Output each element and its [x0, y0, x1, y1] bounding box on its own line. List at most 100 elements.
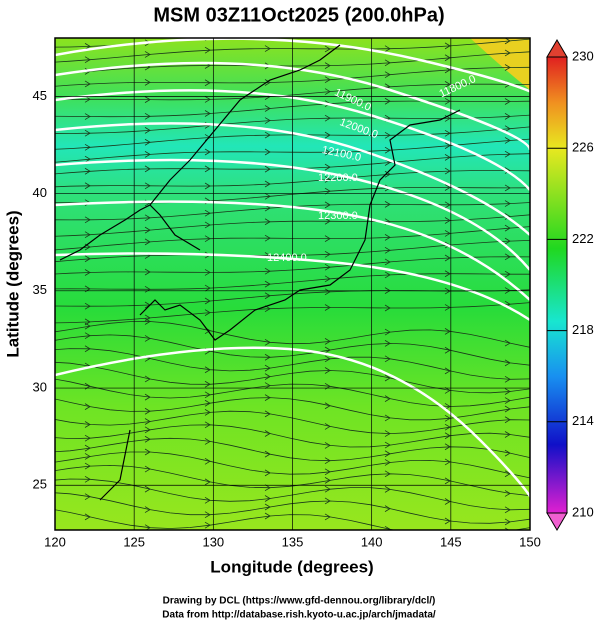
- stream-arrow: [144, 485, 151, 493]
- stream-arrow: [324, 423, 331, 430]
- stream-arrow: [384, 340, 391, 347]
- stream-arrow: [504, 449, 511, 457]
- stream-arrow: [384, 505, 391, 512]
- stream-arrow: [324, 176, 331, 183]
- stream-arrow: [325, 29, 330, 35]
- colorbar-tick-label: 218: [572, 322, 594, 337]
- coastline: [59, 44, 461, 501]
- stream-arrow: [504, 253, 511, 261]
- stream-arrow: [84, 322, 91, 330]
- stream-arrow: [504, 98, 511, 105]
- stream-arrow: [444, 270, 451, 278]
- stream-arrow: [84, 255, 91, 263]
- stream-arrow: [384, 304, 391, 312]
- stream-arrow: [204, 438, 211, 445]
- stream-arrow: [444, 458, 451, 466]
- stream-arrow: [324, 88, 331, 95]
- stream-arrow: [264, 117, 271, 124]
- colorbar-tick-label: 230: [572, 48, 594, 63]
- stream-arrow: [384, 459, 391, 466]
- stream-arrow: [84, 434, 91, 442]
- stream-arrow: [504, 184, 511, 192]
- stream-arrow: [324, 468, 331, 476]
- stream-arrow: [504, 416, 511, 424]
- stream-arrow: [84, 302, 91, 310]
- stream-arrow: [264, 353, 271, 361]
- stream-arrow: [444, 142, 451, 149]
- stream-arrow: [264, 180, 271, 188]
- stream-arrow: [324, 250, 331, 258]
- stream-arrow: [444, 328, 451, 335]
- stream-arrow: [144, 407, 151, 415]
- stream-arrow: [144, 127, 151, 134]
- stream-arrow: [144, 268, 151, 276]
- stream-arrow: [84, 182, 91, 190]
- stream-arrow: [324, 45, 331, 53]
- stream-arrow: [444, 54, 451, 62]
- stream-arrow: [144, 182, 151, 190]
- stream-arrow: [144, 226, 151, 234]
- x-tick-label: 130: [202, 534, 224, 549]
- stream-arrow: [504, 224, 511, 232]
- stream-arrow: [264, 45, 271, 52]
- stream-arrow: [384, 234, 391, 241]
- stream-arrow: [324, 288, 331, 296]
- stream-arrow: [84, 269, 91, 276]
- stream-arrow: [84, 403, 91, 410]
- stream-arrow: [324, 263, 331, 271]
- stream-arrow: [324, 217, 331, 225]
- stream-arrow: [504, 339, 511, 347]
- colorbar-max-arrow: [546, 39, 568, 58]
- stream-arrow: [504, 237, 511, 245]
- stream-arrow: [324, 76, 331, 84]
- stream-arrow: [84, 444, 91, 452]
- stream-arrow: [204, 478, 211, 486]
- stream-arrow: [444, 443, 451, 451]
- stream-arrow: [204, 297, 211, 305]
- stream-arrow: [204, 457, 211, 465]
- y-axis-label: Latitude (degrees): [3, 210, 22, 357]
- stream-arrow: [384, 486, 391, 493]
- x-tick-label: 135: [282, 534, 304, 549]
- colorbar-scale: [546, 56, 568, 514]
- stream-arrow: [504, 200, 511, 207]
- contour-label: 12400.0: [267, 252, 307, 264]
- stream-arrow: [264, 484, 271, 492]
- stream-arrow: [264, 218, 271, 226]
- grid: [55, 38, 530, 530]
- stream-arrow: [204, 511, 211, 519]
- stream-arrow: [384, 131, 391, 139]
- stream-arrow: [505, 26, 510, 32]
- stream-arrow: [324, 163, 331, 171]
- stream-arrow: [444, 217, 451, 224]
- stream-arrow: [384, 395, 391, 402]
- stream-arrow: [384, 355, 391, 363]
- stream-arrow: [444, 167, 451, 175]
- stream-arrow: [144, 165, 151, 173]
- stream-arrow: [144, 435, 151, 443]
- x-tick-label: 145: [440, 534, 462, 549]
- stream-arrow: [84, 462, 91, 470]
- stream-arrow: [204, 110, 211, 117]
- colorbar-tick-label: 226: [572, 140, 594, 155]
- stream-arrow: [384, 450, 391, 458]
- colorbar-ticks: 210 214 218 222 226 230: [547, 48, 594, 519]
- y-tick-label: 25: [33, 477, 47, 492]
- stream-arrow: [264, 394, 271, 401]
- stream-arrow: [444, 184, 451, 191]
- stream-arrow: [444, 517, 451, 525]
- stream-arrow: [324, 148, 331, 156]
- stream-arrow: [204, 521, 211, 529]
- stream-arrow: [444, 230, 451, 237]
- stream-arrow: [204, 399, 211, 407]
- stream-arrow: [264, 148, 271, 156]
- stream-arrow: [264, 430, 271, 437]
- stream-arrow: [204, 96, 211, 103]
- stream-arrow: [264, 450, 271, 458]
- stream-arrow: [324, 355, 331, 363]
- y-tick-label: 35: [33, 282, 47, 297]
- stream-arrow: [445, 29, 450, 35]
- stream-arrow: [144, 214, 151, 222]
- x-tick-label: 120: [44, 534, 66, 549]
- stream-arrow: [384, 374, 391, 382]
